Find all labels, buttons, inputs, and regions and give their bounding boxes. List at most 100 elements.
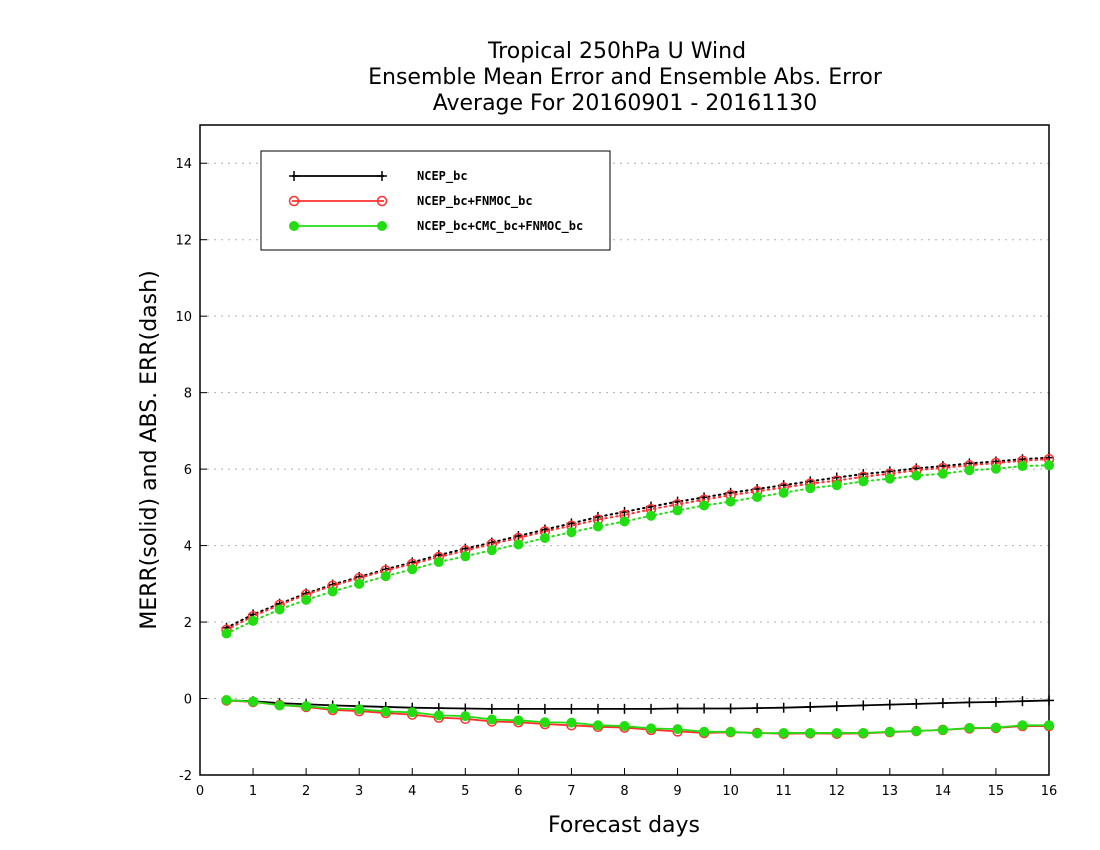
series-2-abs-err-point [539, 532, 550, 543]
chart-title: Tropical 250hPa U Wind Ensemble Mean Err… [368, 39, 883, 116]
series-2-merr-point [831, 727, 842, 738]
series-0-merr-point [646, 703, 657, 714]
x-tick-label: 8 [620, 784, 628, 799]
series-2-abs-err-point [672, 505, 683, 516]
series-2-merr-point [699, 726, 710, 737]
chart-title-line-3: Average For 20160901 - 20161130 [433, 91, 818, 116]
x-tick-label: 6 [514, 784, 522, 799]
series-2-abs-err-point [937, 468, 948, 479]
series-2-abs-err-point [327, 586, 338, 597]
chart-title-line-1: Tropical 250hPa U Wind [487, 39, 746, 64]
series-2-merr-point [380, 706, 391, 717]
series-2-abs-err-point [646, 510, 657, 521]
series-2-abs-err-point [513, 539, 524, 550]
series-0-merr-point [1044, 695, 1054, 706]
series-2-abs-err-point [752, 492, 763, 503]
series-2-merr-point [937, 724, 948, 735]
series-1-abs-err-line [225, 458, 1050, 631]
y-tick-label: 0 [184, 693, 192, 708]
series-2-merr-point [672, 724, 683, 735]
series-0-merr-point [778, 702, 789, 713]
series-2-abs-err-point [566, 527, 577, 538]
x-tick-label: 1 [249, 784, 257, 799]
series-2-abs-err-point [619, 516, 630, 527]
series-0-merr-point [513, 703, 524, 714]
series-2-abs-err-point [354, 578, 365, 589]
x-tick-label: 0 [196, 784, 204, 799]
series-2-abs-err-point [248, 615, 259, 626]
legend-label-2: NCEP_bc+CMC_bc+FNMOC_bc [417, 219, 583, 234]
series-0-merr-point [539, 703, 550, 714]
x-axis-label: Forecast days [548, 813, 700, 838]
series-2-abs-err-point [486, 545, 497, 556]
x-tick-label: 10 [722, 784, 739, 799]
x-tick-label: 15 [988, 784, 1005, 799]
series-2-merr-point [1017, 720, 1028, 731]
series-2-merr-point [248, 696, 259, 707]
x-tick-label: 7 [567, 784, 575, 799]
series-2-abs-err-point [433, 557, 444, 568]
series-2-abs-err-point [831, 480, 842, 491]
series-2-merr-point [327, 703, 338, 714]
series-2-abs-err-point [884, 473, 895, 484]
series-0-merr-point [964, 697, 975, 708]
series-2-abs-err-point [805, 483, 816, 494]
legend-marker-2 [377, 221, 387, 231]
series-2-abs-err-point [964, 465, 975, 476]
series-2-merr-point [460, 711, 471, 722]
series [221, 452, 1055, 739]
legend-label-1: NCEP_bc+FNMOC_bc [417, 194, 533, 209]
y-tick-label: 14 [175, 157, 192, 172]
series-0-merr-point [486, 703, 497, 714]
series-2-merr-point [486, 714, 497, 725]
x-tick-label: 9 [673, 784, 681, 799]
series-2-abs-err-line [225, 464, 1050, 635]
y-tick-label: 8 [184, 387, 192, 402]
chart-title-line-2: Ensemble Mean Error and Ensemble Abs. Er… [368, 65, 883, 90]
series-0-merr-point [990, 696, 1001, 707]
series-2-abs-err-point [407, 564, 418, 575]
series-0-merr-point [672, 703, 683, 714]
legend-marker-2 [289, 221, 299, 231]
plot-frame [199, 124, 1050, 776]
series-0-merr-point [619, 703, 630, 714]
y-tick-label: 4 [184, 540, 192, 555]
legend-marker-0 [289, 171, 299, 181]
series-2-merr-point [1044, 720, 1054, 731]
legend-marker-1 [288, 195, 300, 207]
series-0-merr-point [858, 700, 869, 711]
series-0-merr-point [884, 699, 895, 710]
series-2-merr-point [964, 722, 975, 733]
x-tick-label: 16 [1041, 784, 1058, 799]
series-2-merr-point [354, 704, 365, 715]
legend-marker-1 [376, 195, 388, 207]
series-0-merr-point [805, 701, 816, 712]
series-2-abs-err-point [380, 571, 391, 582]
series-2-merr-point [911, 726, 922, 737]
series-0-merr-point [752, 703, 763, 714]
series-2-merr-point [858, 727, 869, 738]
series-2-merr-point [646, 723, 657, 734]
legend-marker-0 [377, 171, 387, 181]
x-tick-label: 2 [302, 784, 310, 799]
x-tick-label: 3 [355, 784, 363, 799]
series-0-merr-point [831, 701, 842, 712]
legend: NCEP_bc NCEP_bc+FNMOC_bc NCEP_bc+CMC_bc+FN… [260, 150, 611, 251]
series-2-abs-err-point [1044, 460, 1054, 471]
series-2-merr-point [990, 722, 1001, 733]
series-2-abs-err-point [592, 521, 603, 532]
legend-label-0: NCEP_bc [417, 169, 468, 184]
x-tick-label: 11 [775, 784, 792, 799]
series-2-abs-err-point [460, 551, 471, 562]
series-0-abs-err-line [225, 456, 1050, 629]
series-0-merr-point [566, 703, 577, 714]
series-0-merr-point [1017, 696, 1028, 707]
series-2-merr-point [301, 701, 312, 712]
series-0-merr-point [725, 703, 736, 714]
series-2-abs-err-point [699, 500, 710, 511]
y-tick-label: 2 [184, 616, 192, 631]
x-tick-label: 14 [935, 784, 952, 799]
series-2-merr-point [274, 700, 285, 711]
